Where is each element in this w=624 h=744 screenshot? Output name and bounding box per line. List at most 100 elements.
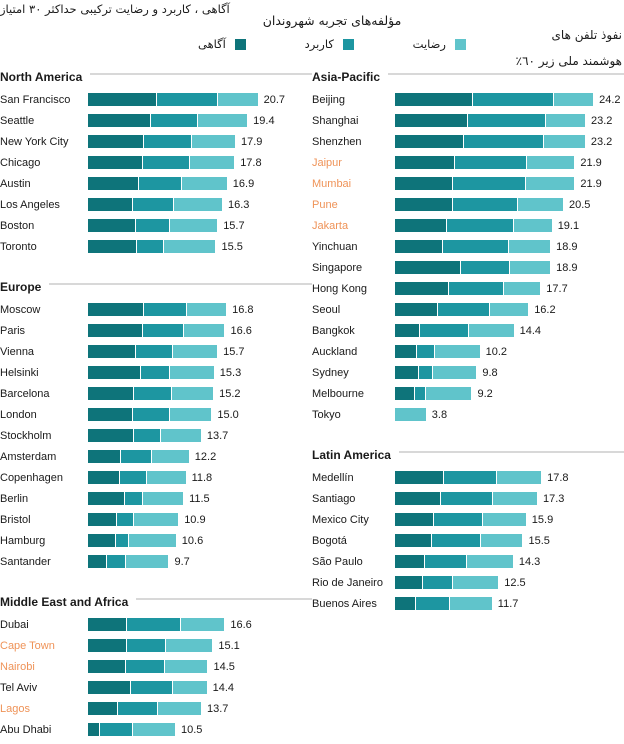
value-label: 20.5 <box>568 198 591 211</box>
bar-segment-satisfaction <box>544 135 585 148</box>
stacked-bar <box>88 408 212 421</box>
section-europe: Europe Moscow 16.8 Paris 16.6 Vienna 15.7 Helsi… <box>0 280 312 572</box>
city-label: Pune <box>312 198 338 211</box>
bar-segment-satisfaction <box>170 408 212 421</box>
value-label: 15.0 <box>217 408 239 421</box>
bar-row: Boston 15.7 <box>0 215 312 236</box>
stacked-bar <box>88 450 189 463</box>
bar-segment-usage <box>452 198 518 211</box>
city-label: Santander <box>0 555 51 568</box>
bar-segment-usage <box>416 597 450 610</box>
legend-label-awareness: آگاهی <box>198 37 226 51</box>
bar-row: Beijing 24.2 <box>312 89 624 110</box>
bar-segment-satisfaction <box>172 345 218 358</box>
city-label: Los Angeles <box>0 198 60 211</box>
city-label: Austin <box>0 177 31 190</box>
bar-segment-awareness <box>88 366 140 379</box>
value-label: 12.2 <box>194 450 217 463</box>
bar-segment-usage <box>432 534 481 547</box>
value-label: 19.1 <box>557 219 580 232</box>
value-label: 21.9 <box>580 177 602 190</box>
section-title: Asia-Pacific <box>312 70 381 84</box>
value-label: 11.5 <box>189 492 210 505</box>
value-label: 18.9 <box>556 240 578 253</box>
bar-segment-usage <box>420 324 469 337</box>
bar-row: Melbourne 9.2 <box>312 383 624 404</box>
bar-segment-awareness <box>88 387 134 400</box>
bar-row: Singapore 18.9 <box>312 257 624 278</box>
bar-row: Stockholm 13.7 <box>0 425 312 446</box>
bar-segment-satisfaction <box>166 639 213 652</box>
stacked-bar <box>395 387 472 400</box>
bar-segment-usage <box>118 702 158 715</box>
bar-row: New York City 17.9 <box>0 131 312 152</box>
value-label: 14.3 <box>518 555 541 568</box>
section-rule <box>398 451 624 453</box>
value-label: 18.9 <box>556 261 578 274</box>
value-label: 16.2 <box>534 303 556 316</box>
bar-segment-awareness <box>88 324 143 337</box>
bar-segment-usage <box>133 429 161 442</box>
legend-item-usage: کاربرد <box>305 37 354 51</box>
stacked-bar <box>395 198 563 211</box>
city-label: Shenzhen <box>312 135 362 148</box>
value-label: 10.9 <box>184 513 206 526</box>
bar-row: Santander 9.7 <box>0 551 312 572</box>
bar-segment-awareness <box>395 240 442 253</box>
bar-row: Pune 20.5 <box>312 194 624 215</box>
city-label: Copenhagen <box>0 471 64 484</box>
bar-segment-usage <box>473 93 554 106</box>
bar-segment-awareness <box>395 135 463 148</box>
bar-segment-satisfaction <box>171 387 214 400</box>
bar-segment-usage <box>157 93 217 106</box>
bar-segment-satisfaction <box>469 324 514 337</box>
bar-row: Amsterdam 12.2 <box>0 446 312 467</box>
stacked-bar <box>88 639 213 652</box>
section-header: Asia-Pacific <box>312 70 624 86</box>
bar-segment-awareness <box>395 387 415 400</box>
value-label: 16.8 <box>232 303 254 316</box>
stacked-bar <box>395 93 594 106</box>
city-label: Rio de Janeiro <box>312 576 383 589</box>
city-label: Mumbai <box>312 177 352 190</box>
bar-segment-awareness <box>395 576 422 589</box>
city-label: Paris <box>0 324 26 337</box>
penetration-note-line1: نفوذ تلفن های <box>551 28 622 42</box>
bar-segment-awareness <box>88 177 139 190</box>
bar-segment-usage <box>127 639 166 652</box>
stacked-bar <box>88 135 235 148</box>
bar-row: Jaipur 21.9 <box>312 152 624 173</box>
bar-segment-satisfaction <box>161 429 201 442</box>
legend-label-satisfaction: رضایت <box>412 37 446 51</box>
stacked-bar <box>395 156 575 169</box>
bar-segment-satisfaction <box>466 555 513 568</box>
bar-row: Barcelona 15.2 <box>0 383 312 404</box>
bar-segment-awareness <box>88 93 156 106</box>
bar-row: London 15.0 <box>0 404 312 425</box>
bar-row: Copenhagen 11.8 <box>0 467 312 488</box>
stacked-bar <box>88 219 218 232</box>
bar-segment-awareness <box>88 240 136 253</box>
bar-segment-usage <box>144 135 192 148</box>
city-label: Auckland <box>312 345 358 358</box>
bar-segment-satisfaction <box>395 408 426 421</box>
stacked-bar <box>88 93 258 106</box>
bar-row: Helsinki 15.3 <box>0 362 312 383</box>
bar-row: Bristol 10.9 <box>0 509 312 530</box>
bar-segment-awareness <box>395 513 434 526</box>
section-title: Europe <box>0 280 42 294</box>
bar-segment-usage <box>136 345 172 358</box>
stacked-bar <box>395 345 480 358</box>
city-label: Melbourne <box>312 387 364 400</box>
stacked-bar <box>88 429 201 442</box>
city-label: Hong Kong <box>312 282 368 295</box>
stacked-bar <box>88 513 179 526</box>
value-label: 15.1 <box>218 639 240 652</box>
bar-segment-awareness <box>88 303 144 316</box>
bar-segment-awareness <box>88 492 125 505</box>
chart-title: مؤلفه‌های تجربه شهروندان <box>262 13 402 28</box>
bar-row: Los Angeles 16.3 <box>0 194 312 215</box>
section-title: Middle East and Africa <box>0 595 129 609</box>
bar-row: Yinchuan 18.9 <box>312 236 624 257</box>
